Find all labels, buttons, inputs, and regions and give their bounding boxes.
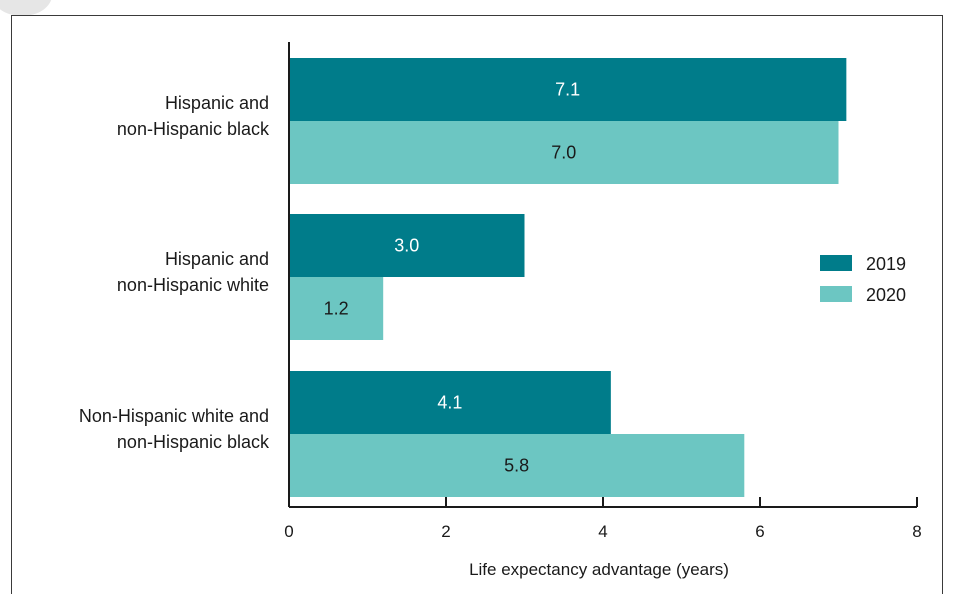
bar-2019-1 bbox=[289, 58, 847, 121]
category-label: non-Hispanic black bbox=[117, 432, 270, 452]
category-label: non-Hispanic black bbox=[117, 119, 270, 139]
bar-2020-2 bbox=[289, 277, 384, 340]
category-label: Non-Hispanic white and bbox=[79, 406, 269, 426]
bar-2020-1 bbox=[289, 121, 839, 184]
x-tick-label: 8 bbox=[912, 522, 921, 541]
category-label: non-Hispanic white bbox=[117, 275, 269, 295]
bar-value-label: 3.0 bbox=[394, 236, 419, 256]
category-label: Hispanic and bbox=[165, 93, 269, 113]
bar-value-label: 7.0 bbox=[551, 143, 576, 163]
bar-value-label: 1.2 bbox=[324, 299, 349, 319]
legend-swatch-2019 bbox=[820, 255, 852, 271]
x-tick-label: 4 bbox=[598, 522, 607, 541]
x-axis-title: Life expectancy advantage (years) bbox=[469, 560, 729, 579]
legend-label-2020: 2020 bbox=[866, 285, 906, 305]
x-tick-label: 0 bbox=[284, 522, 293, 541]
bar-value-label: 4.1 bbox=[437, 393, 462, 413]
bar-2019-3 bbox=[289, 371, 611, 434]
category-labels-layer: Hispanic and non-Hispanic black Hispanic a… bbox=[79, 93, 270, 452]
legend-label-2019: 2019 bbox=[866, 254, 906, 274]
figure-frame bbox=[11, 15, 943, 594]
legend-swatch-2020 bbox=[820, 286, 852, 302]
corner-decoration bbox=[0, 0, 52, 16]
category-label: Hispanic and bbox=[165, 249, 269, 269]
bar-labels-layer: 7.1 7.0 3.0 1.2 4.1 5.8 bbox=[324, 80, 581, 476]
legend: 2019 2020 bbox=[820, 254, 906, 305]
bars-layer bbox=[289, 58, 847, 497]
x-tick-label: 2 bbox=[441, 522, 450, 541]
bar-2020-3 bbox=[289, 434, 745, 497]
bar-value-label: 5.8 bbox=[504, 456, 529, 476]
x-tick-label: 6 bbox=[755, 522, 764, 541]
bar-2019-2 bbox=[289, 214, 525, 277]
x-axis: 0 2 4 6 8 bbox=[284, 42, 922, 541]
bar-value-label: 7.1 bbox=[555, 80, 580, 100]
